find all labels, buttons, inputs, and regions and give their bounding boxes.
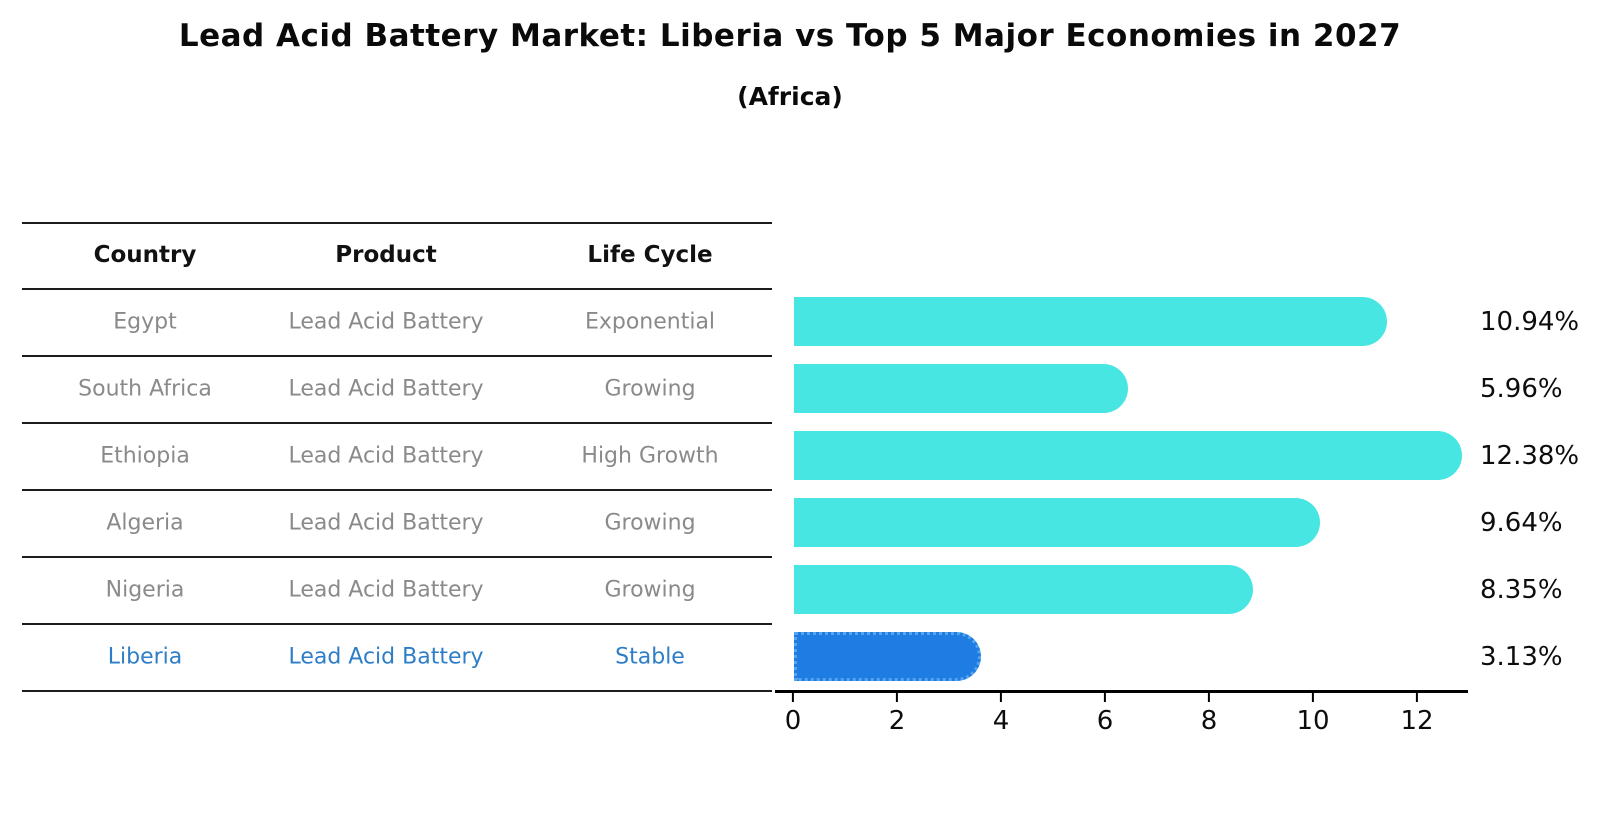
- bar-value-label: 8.35%: [1480, 574, 1563, 605]
- life-cycle-cell: Growing: [604, 577, 696, 602]
- product-cell: Lead Acid Battery: [288, 309, 484, 334]
- bar-egypt: [794, 297, 1388, 346]
- product-cell: Lead Acid Battery: [288, 577, 484, 602]
- life-cycle-cell: Growing: [604, 510, 696, 535]
- table-separator-line: [22, 288, 772, 290]
- x-axis-tick: [1207, 692, 1211, 702]
- x-axis-tick-label: 2: [888, 706, 906, 736]
- life-cycle-cell: Growing: [604, 376, 696, 401]
- life-cycle-cell: Exponential: [584, 309, 716, 334]
- table-separator-line: [22, 355, 772, 357]
- bar-liberia-highlighted: [794, 632, 982, 681]
- life-cycle-cell: High Growth: [581, 443, 719, 468]
- bar-value-label: 5.96%: [1480, 373, 1563, 404]
- x-axis-tick: [1415, 692, 1419, 702]
- x-axis-tick: [999, 692, 1003, 702]
- x-axis-tick-label: 8: [1200, 706, 1218, 736]
- table-separator-line: [22, 422, 772, 424]
- bar-algeria: [794, 498, 1320, 547]
- chart-subtitle: (Africa): [737, 82, 843, 111]
- x-axis-tick: [791, 692, 795, 702]
- country-cell: Liberia: [107, 644, 183, 669]
- table-separator-line: [22, 489, 772, 491]
- bar-value-label: 9.64%: [1480, 507, 1563, 538]
- product-cell: Lead Acid Battery: [288, 443, 484, 468]
- bar-value-label: 3.13%: [1480, 641, 1563, 672]
- x-axis-tick: [1311, 692, 1315, 702]
- table-header-product: Product: [335, 242, 437, 268]
- x-axis-tick: [1103, 692, 1107, 702]
- x-axis-tick-label: 12: [1400, 706, 1434, 736]
- x-axis-tick-label: 4: [992, 706, 1010, 736]
- table-separator-line: [22, 690, 772, 692]
- country-cell: South Africa: [78, 376, 212, 401]
- bar-value-label: 10.94%: [1480, 306, 1580, 337]
- table-header-country: Country: [93, 242, 197, 268]
- bar-nigeria: [794, 565, 1253, 614]
- chart-title: Lead Acid Battery Market: Liberia vs Top…: [178, 18, 1402, 54]
- x-axis-tick: [895, 692, 899, 702]
- x-axis-tick-label: 6: [1096, 706, 1114, 736]
- product-cell: Lead Acid Battery: [288, 376, 484, 401]
- table-separator-line: [22, 222, 772, 224]
- country-cell: Ethiopia: [100, 443, 190, 468]
- country-cell: Algeria: [106, 510, 184, 535]
- x-axis-tick-label: 10: [1296, 706, 1330, 736]
- product-cell: Lead Acid Battery: [288, 644, 484, 669]
- country-cell: Egypt: [113, 309, 177, 334]
- country-cell: Nigeria: [105, 577, 185, 602]
- product-cell: Lead Acid Battery: [288, 510, 484, 535]
- life-cycle-cell: Stable: [615, 644, 685, 669]
- table-separator-line: [22, 556, 772, 558]
- bar-ethiopia: [794, 431, 1463, 480]
- x-axis-tick-label: 0: [784, 706, 802, 736]
- table-separator-line: [22, 623, 772, 625]
- table-header-life-cycle: Life Cycle: [587, 242, 713, 268]
- bar-south-africa: [794, 364, 1129, 413]
- bar-value-label: 12.38%: [1480, 440, 1580, 471]
- x-axis-line: [775, 690, 1468, 693]
